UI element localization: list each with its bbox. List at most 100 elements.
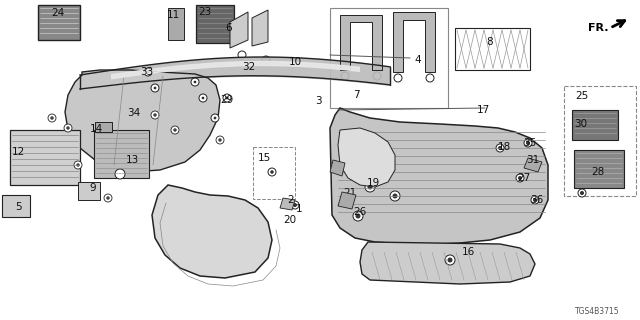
- Circle shape: [64, 124, 72, 132]
- Text: 7: 7: [353, 90, 359, 100]
- Text: 11: 11: [166, 10, 180, 20]
- Text: 27: 27: [517, 173, 531, 183]
- Text: 28: 28: [591, 167, 605, 177]
- Text: 32: 32: [243, 62, 255, 72]
- Bar: [572, 110, 618, 140]
- Bar: [38, 5, 80, 40]
- Text: 13: 13: [125, 155, 139, 165]
- Circle shape: [151, 111, 159, 119]
- Circle shape: [393, 194, 397, 198]
- Text: 12: 12: [12, 147, 24, 157]
- Circle shape: [199, 94, 207, 102]
- Text: TGS4B3715: TGS4B3715: [575, 308, 620, 316]
- Circle shape: [154, 87, 156, 89]
- Circle shape: [144, 68, 152, 76]
- Circle shape: [518, 177, 522, 180]
- Circle shape: [194, 81, 196, 83]
- Polygon shape: [393, 12, 435, 72]
- Text: 33: 33: [140, 67, 154, 77]
- Circle shape: [426, 74, 434, 82]
- Text: 23: 23: [198, 7, 212, 17]
- Bar: [564, 86, 636, 196]
- Text: 29: 29: [220, 95, 234, 105]
- Text: 1: 1: [296, 204, 302, 214]
- Polygon shape: [340, 15, 382, 70]
- Circle shape: [356, 214, 360, 218]
- Circle shape: [534, 198, 536, 202]
- Circle shape: [115, 169, 125, 179]
- Bar: [196, 5, 234, 43]
- Text: 34: 34: [127, 108, 141, 118]
- Bar: [2, 195, 30, 217]
- Text: 20: 20: [284, 215, 296, 225]
- Polygon shape: [152, 185, 272, 278]
- Polygon shape: [280, 198, 295, 210]
- Text: 17: 17: [476, 105, 490, 115]
- Text: 19: 19: [366, 178, 380, 188]
- Circle shape: [226, 97, 228, 99]
- Circle shape: [368, 185, 372, 189]
- Polygon shape: [230, 12, 248, 48]
- Circle shape: [77, 164, 79, 166]
- Circle shape: [291, 201, 299, 209]
- Circle shape: [238, 51, 246, 59]
- Circle shape: [448, 258, 452, 262]
- Circle shape: [499, 147, 502, 149]
- Text: 30: 30: [575, 119, 588, 129]
- Bar: [168, 8, 184, 40]
- Text: FR.: FR.: [588, 23, 608, 33]
- Circle shape: [100, 124, 106, 130]
- Text: 25: 25: [575, 91, 589, 101]
- Circle shape: [373, 72, 381, 80]
- Bar: [253, 147, 295, 199]
- Circle shape: [580, 191, 584, 195]
- Bar: [574, 150, 624, 188]
- Circle shape: [394, 74, 402, 82]
- Text: 22: 22: [330, 162, 344, 172]
- Circle shape: [445, 255, 455, 265]
- Circle shape: [268, 168, 276, 176]
- Circle shape: [67, 126, 70, 130]
- Text: 24: 24: [51, 8, 65, 18]
- Text: 18: 18: [497, 142, 511, 152]
- Circle shape: [353, 211, 363, 221]
- Polygon shape: [95, 122, 112, 132]
- Circle shape: [218, 139, 221, 141]
- Circle shape: [365, 182, 375, 192]
- Bar: [455, 28, 530, 70]
- Circle shape: [496, 144, 504, 152]
- Circle shape: [223, 94, 231, 102]
- Polygon shape: [338, 192, 356, 209]
- Text: 26: 26: [353, 207, 367, 217]
- Text: 31: 31: [526, 155, 540, 165]
- Text: 3: 3: [315, 96, 321, 106]
- Circle shape: [191, 78, 199, 86]
- Circle shape: [578, 189, 586, 197]
- Text: 6: 6: [226, 23, 232, 33]
- Text: 35: 35: [524, 138, 536, 148]
- Circle shape: [48, 114, 56, 122]
- Circle shape: [104, 194, 112, 202]
- Text: 9: 9: [90, 183, 96, 193]
- Text: 14: 14: [90, 124, 102, 134]
- Bar: [10, 130, 80, 185]
- Polygon shape: [338, 128, 395, 187]
- Circle shape: [531, 196, 539, 204]
- Circle shape: [527, 141, 529, 145]
- Circle shape: [262, 56, 270, 64]
- Text: 21: 21: [344, 188, 356, 198]
- Circle shape: [211, 114, 219, 122]
- Circle shape: [147, 71, 149, 73]
- Circle shape: [74, 161, 82, 169]
- Text: 8: 8: [486, 37, 493, 47]
- Circle shape: [516, 174, 524, 182]
- Polygon shape: [330, 160, 345, 176]
- Circle shape: [151, 84, 159, 92]
- Text: 10: 10: [289, 57, 301, 67]
- Bar: [78, 182, 100, 200]
- Circle shape: [390, 191, 400, 201]
- Circle shape: [154, 114, 157, 116]
- Polygon shape: [330, 108, 548, 245]
- Circle shape: [202, 97, 204, 99]
- Bar: [330, 8, 448, 108]
